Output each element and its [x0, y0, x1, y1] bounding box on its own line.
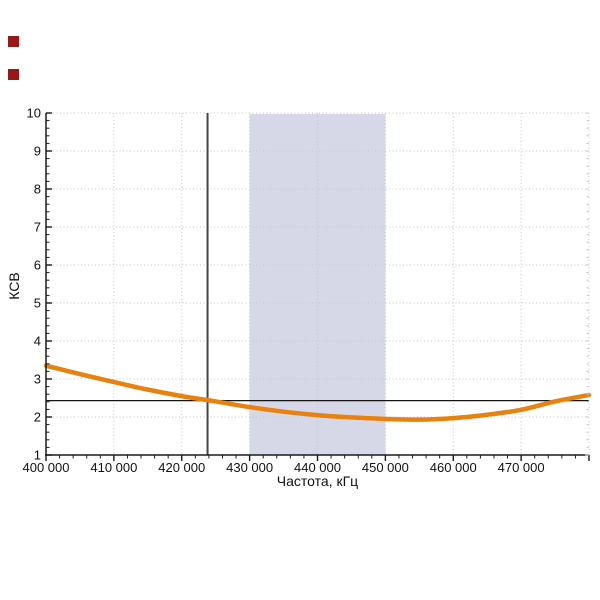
y-tick-label: 7: [34, 220, 41, 235]
x-axis-title: Частота, кГц: [276, 473, 359, 489]
y-tick-label: 4: [34, 334, 41, 349]
vswr-curve: [43, 363, 592, 422]
y-tick-label: 5: [34, 296, 41, 311]
y-tick-label: 1: [34, 448, 41, 463]
x-tick-label: 430 000: [226, 460, 273, 475]
y-tick-label: 10: [27, 106, 41, 121]
x-tick-label: 410 000: [90, 460, 137, 475]
x-tick-label: 400 000: [23, 460, 70, 475]
y-tick-label: 6: [34, 258, 41, 273]
y-tick-label: 3: [34, 372, 41, 387]
x-tick-label: 450 000: [362, 460, 409, 475]
y-axis-title: КСВ: [6, 272, 22, 300]
y-tick-label: 8: [34, 182, 41, 197]
x-tick-label: 440 000: [294, 460, 341, 475]
x-tick-label: 470 000: [498, 460, 545, 475]
x-tick-label: 460 000: [430, 460, 477, 475]
red-square-1: [8, 36, 19, 47]
x-tick-label: 420 000: [158, 460, 205, 475]
y-tick-label: 9: [34, 144, 41, 159]
y-tick-label: 2: [34, 410, 41, 425]
red-square-2: [8, 69, 19, 80]
